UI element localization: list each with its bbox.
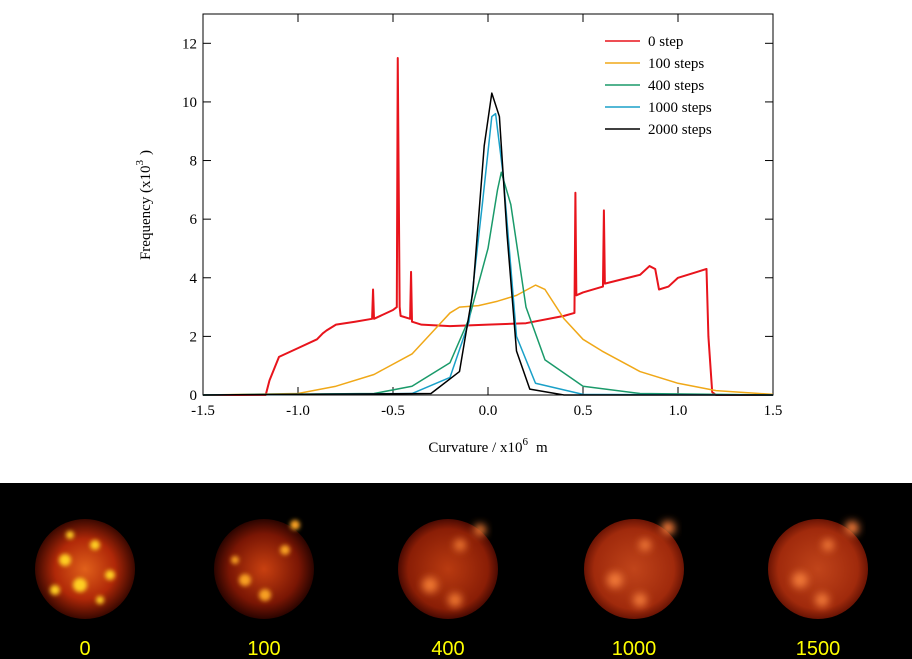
image-3 (584, 519, 684, 619)
image-label: 0 (79, 638, 90, 659)
series-line (202, 171, 774, 396)
image-label: 400 (431, 638, 464, 659)
series-line (202, 112, 774, 396)
x-tick-label: 1.5 (764, 403, 783, 419)
y-axis-label-part: 3 (134, 159, 146, 165)
image-2 (398, 519, 498, 619)
legend-label: 2000 steps (648, 122, 712, 138)
series-line (202, 92, 773, 396)
x-axis-label: Curvature / x106 m (428, 436, 548, 456)
legend-label: 0 step (648, 34, 683, 50)
y-tick-label: 12 (182, 36, 197, 52)
x-tick-label: 0.0 (479, 403, 498, 419)
image-0 (35, 519, 135, 619)
image-label: 1000 (612, 638, 657, 659)
image-label: 1500 (796, 638, 841, 659)
legend-label: 400 steps (648, 78, 704, 94)
y-axis-label-part: Frequency (x10 (138, 165, 154, 260)
y-tick-label: 0 (190, 388, 198, 404)
y-tick-label: 8 (190, 154, 198, 170)
series-line (203, 56, 773, 396)
x-axis-label-part: Curvature / x10 (428, 440, 522, 456)
x-tick-label: 1.0 (669, 403, 688, 419)
x-tick-label: -0.5 (381, 403, 405, 419)
y-tick-label: 4 (190, 271, 198, 287)
y-tick-label: 6 (190, 212, 198, 228)
x-axis-label-part: m (536, 440, 548, 456)
x-axis-label-part: 6 (522, 436, 528, 448)
series-line (202, 284, 774, 396)
image-4 (768, 519, 868, 619)
legend-label: 1000 steps (648, 100, 712, 116)
image-label: 100 (247, 638, 280, 659)
legend-label: 100 steps (648, 56, 704, 72)
y-tick-label: 10 (182, 95, 197, 111)
x-tick-label: -1.5 (191, 403, 215, 419)
x-tick-label: 0.5 (574, 403, 593, 419)
y-axis-label: Frequency (x103) (134, 150, 154, 260)
y-axis-label-part: ) (138, 150, 154, 155)
x-tick-label: -1.0 (286, 403, 310, 419)
image-1 (214, 519, 314, 619)
plot: -1.5 -1.0 -0.5 0.0 0.5 1.0 1.5 0 2 4 6 8 10 12 Curvatu… (134, 13, 783, 456)
y-tick-label: 2 (190, 329, 198, 345)
